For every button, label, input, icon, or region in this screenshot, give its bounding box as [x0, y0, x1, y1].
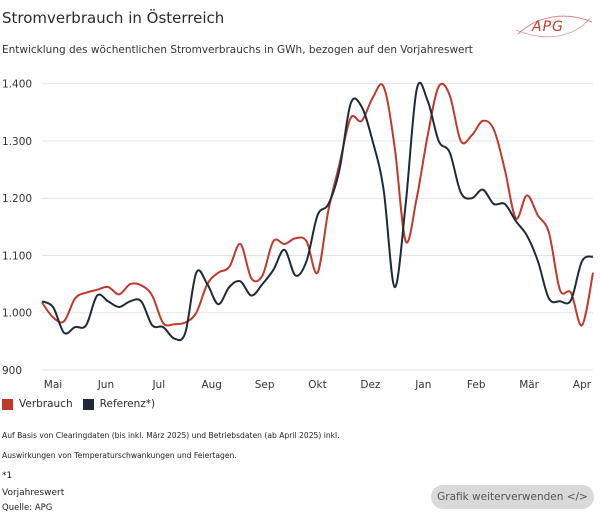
y-tick-label: 1.300	[2, 136, 32, 148]
reuse-graphic-button[interactable]: Grafik weiterverwenden </>	[431, 485, 594, 509]
legend-item-verbrauch[interactable]: Verbrauch	[2, 398, 73, 410]
footnote-text: Vorjahreswert	[2, 488, 65, 498]
y-tick-label: 1.400	[2, 79, 32, 91]
legend-item-referenz[interactable]: Referenz*)	[82, 398, 156, 410]
series-line-referenz	[41, 81, 594, 342]
logo-swoosh-icon	[517, 15, 593, 35]
y-tick-label: 1.100	[2, 250, 32, 262]
x-axis-ticks: Mai Jun Jul Aug Sep Okt Dez Jan Feb Mär Apr	[44, 379, 592, 391]
apg-logo: APG	[515, 15, 593, 38]
y-tick-label: 900	[2, 365, 22, 377]
x-tick-label: Apr	[573, 379, 592, 391]
series-lines	[41, 81, 594, 342]
x-tick-label: Jul	[151, 379, 165, 391]
series-line-verbrauch	[41, 82, 594, 327]
footnote-marker: *1	[2, 471, 13, 481]
y-axis-ticks: 900 1.000 1.100 1.200 1.300 1.400	[2, 79, 32, 377]
x-tick-label: Feb	[467, 379, 486, 391]
grid-lines	[42, 83, 593, 371]
x-tick-label: Jan	[414, 379, 431, 391]
legend-label-referenz: Referenz*)	[99, 398, 156, 410]
chart-subtitle: Entwicklung des wöchentlichen Stromverbr…	[2, 44, 473, 56]
x-tick-label: Okt	[308, 379, 326, 391]
legend-swatch-referenz	[82, 398, 94, 410]
legend-label-verbrauch: Verbrauch	[19, 398, 73, 410]
source-label: Quelle: APG	[2, 503, 53, 513]
legend-swatch-verbrauch	[2, 398, 13, 410]
chart-title: Stromverbrauch in Österreich	[2, 9, 225, 27]
legend: Verbrauch Referenz*)	[2, 398, 165, 410]
x-tick-label: Sep	[255, 379, 275, 391]
x-tick-label: Aug	[201, 379, 222, 391]
line-chart: 900 1.000 1.100 1.200 1.300 1.400 Mai Jun Jul Au…	[2, 79, 594, 391]
logo-text: APG	[531, 19, 564, 35]
y-tick-label: 1.000	[2, 308, 32, 320]
x-tick-label: Jun	[97, 379, 114, 391]
note-line-1: Auf Basis von Clearingdaten (bis inkl. M…	[2, 431, 340, 440]
y-tick-label: 1.200	[2, 193, 32, 205]
note-line-2: Auswirkungen von Temperaturschwankungen …	[2, 451, 237, 460]
x-tick-label: Mär	[519, 379, 539, 391]
x-tick-label: Mai	[44, 379, 62, 391]
x-tick-label: Dez	[360, 379, 381, 391]
